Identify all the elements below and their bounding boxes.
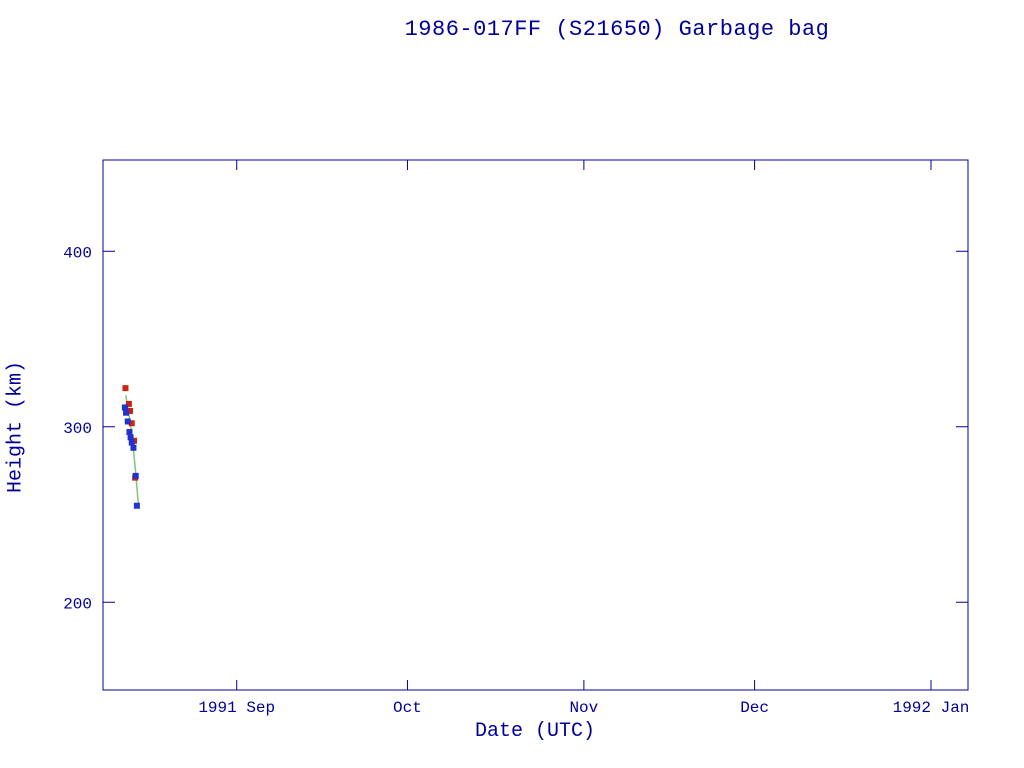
y-tick-label: 300 <box>63 420 92 438</box>
height-observations-blue-point <box>127 434 134 441</box>
x-tick-label: Nov <box>569 699 598 717</box>
height-observations-blue-point <box>124 418 131 425</box>
plot-frame <box>102 159 969 691</box>
x-tick-label: Dec <box>740 699 769 717</box>
height-observations-blue-point <box>133 502 140 509</box>
height-observations-red-point <box>122 385 129 392</box>
y-tick-label: 400 <box>63 244 92 262</box>
height-observations-red-point <box>125 400 132 407</box>
x-tick-label: 1991 Sep <box>198 699 275 717</box>
height-observations-blue-point <box>123 409 130 416</box>
y-tick-label: 200 <box>63 595 92 613</box>
x-axis-title: Date (UTC) <box>474 720 596 743</box>
height-observations-blue-point <box>126 429 133 436</box>
height-observations-blue-point <box>130 444 137 451</box>
x-tick-label: 1992 Jan <box>893 699 970 717</box>
height-observations-blue-point <box>121 404 128 411</box>
height-observations-blue-point <box>132 472 139 479</box>
x-tick-label: Oct <box>393 699 422 717</box>
height-observations-blue-point <box>128 439 135 446</box>
chart-title: 1986-017FF (S21650) Garbage bag <box>404 17 830 42</box>
